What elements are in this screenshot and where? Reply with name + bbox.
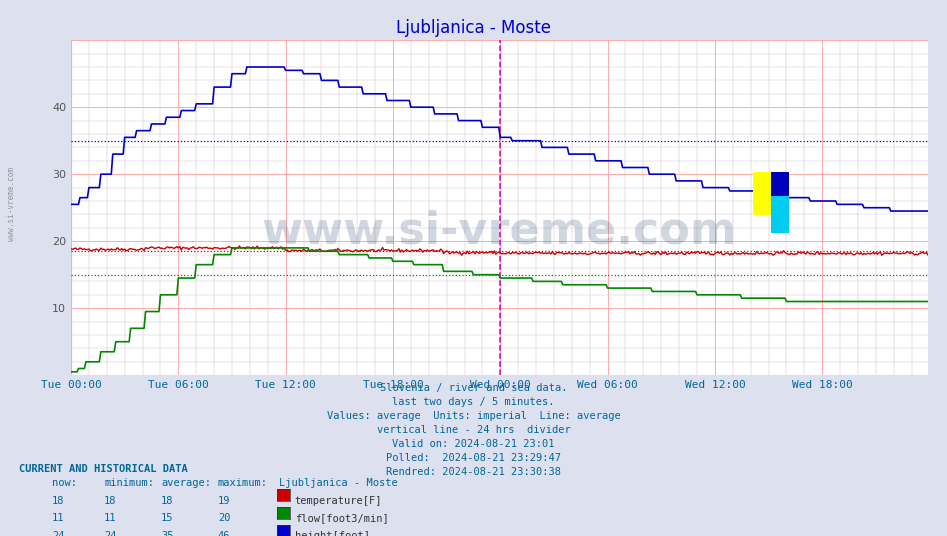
Bar (753, 172, 771, 215)
Text: minimum:: minimum: (104, 478, 154, 488)
Text: 35: 35 (161, 531, 173, 536)
Text: Ljubljanica - Moste: Ljubljanica - Moste (279, 478, 398, 488)
Text: 18: 18 (161, 496, 173, 506)
Text: www.si-vreme.com: www.si-vreme.com (7, 167, 16, 241)
Text: www.si-vreme.com: www.si-vreme.com (262, 210, 737, 252)
Text: now:: now: (52, 478, 77, 488)
Text: average:: average: (161, 478, 211, 488)
Text: CURRENT AND HISTORICAL DATA: CURRENT AND HISTORICAL DATA (19, 464, 188, 474)
Bar (771, 172, 789, 196)
Text: height[foot]: height[foot] (295, 531, 369, 536)
Text: 24: 24 (52, 531, 64, 536)
Text: 24: 24 (104, 531, 116, 536)
Text: 20: 20 (218, 513, 230, 524)
Text: 19: 19 (218, 496, 230, 506)
Text: 11: 11 (52, 513, 64, 524)
Text: 11: 11 (104, 513, 116, 524)
Text: flow[foot3/min]: flow[foot3/min] (295, 513, 388, 524)
Text: 46: 46 (218, 531, 230, 536)
Text: 18: 18 (52, 496, 64, 506)
Text: maximum:: maximum: (218, 478, 268, 488)
Text: Ljubljanica - Moste: Ljubljanica - Moste (396, 19, 551, 37)
Text: 15: 15 (161, 513, 173, 524)
Bar (771, 196, 789, 233)
Text: 18: 18 (104, 496, 116, 506)
Text: temperature[F]: temperature[F] (295, 496, 382, 506)
Text: Slovenia / river and sea data.
last two days / 5 minutes.
Values: average  Units: Slovenia / river and sea data. last two … (327, 383, 620, 477)
